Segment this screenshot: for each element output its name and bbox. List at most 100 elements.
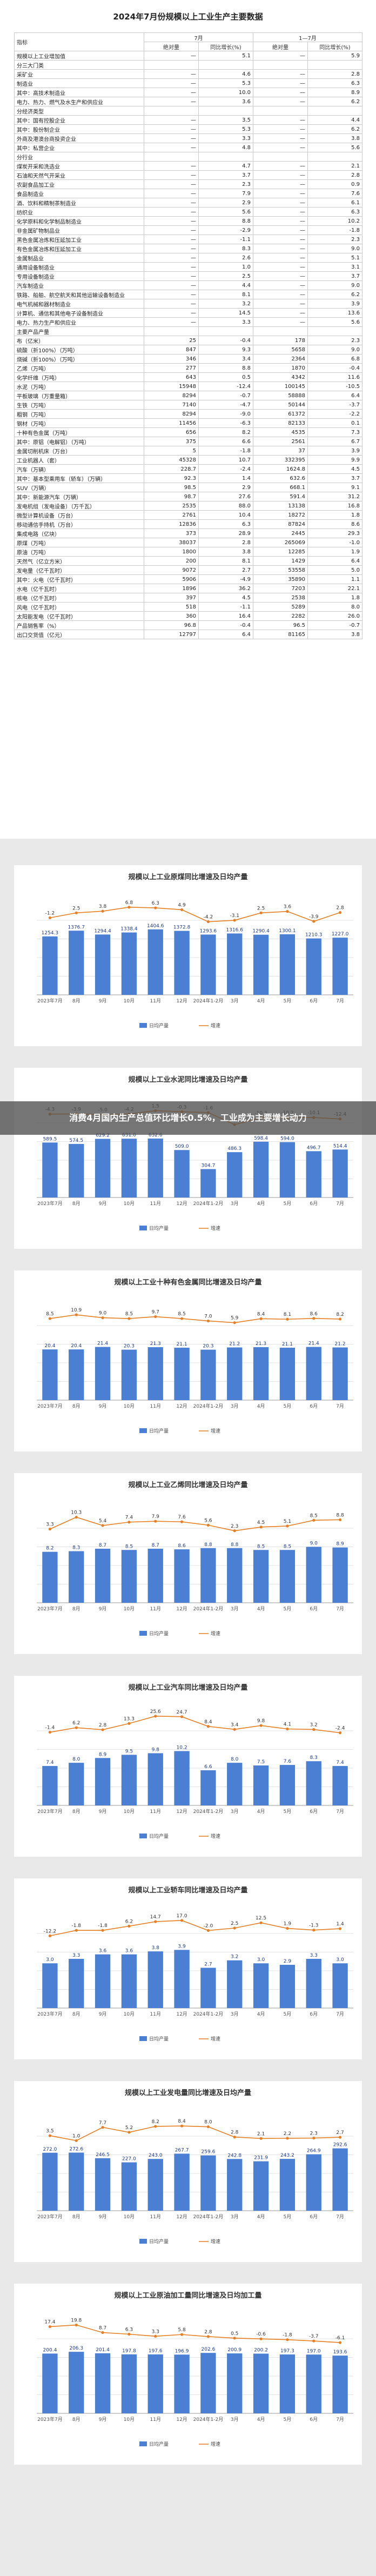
row-yoy-july: -12.4	[198, 382, 253, 391]
row-yoy-july: -9.0	[198, 409, 253, 419]
bar	[121, 1755, 137, 1805]
row-yoy-janjul: 2.8	[307, 69, 363, 79]
row-yoy-july: 3.2	[198, 299, 253, 309]
bar	[174, 1150, 190, 1197]
row-yoy-july: 4.4	[198, 280, 253, 290]
headline-banner[interactable]: 消费4月国内生产总值环比增长0.5%，工业成为主要增长动力	[0, 1101, 376, 1135]
row-abs-july: 98.5	[144, 483, 199, 492]
legend-line-label: 增速	[211, 1428, 220, 1434]
row-yoy-janjul: 10.2	[307, 216, 363, 226]
growth-line	[50, 1314, 340, 1323]
row-yoy-july: 10.0	[198, 88, 253, 97]
row-abs-janjul: —	[253, 88, 308, 97]
tick-label: 4月	[257, 2417, 265, 2423]
tick-label: 2024年1-2月	[193, 998, 224, 1004]
tick-label: 9月	[99, 998, 107, 1004]
bar-label: 1404.6	[147, 924, 164, 929]
row-abs-janjul: 61372	[253, 409, 308, 419]
tick-label: 12月	[176, 1403, 187, 1409]
growth-point	[154, 2334, 157, 2338]
growth-label: 5.1	[284, 1519, 291, 1524]
row-abs-july: 518	[144, 602, 199, 612]
growth-point	[127, 1722, 131, 1725]
headline-text[interactable]: 消费4月国内生产总值环比增长0.5%，工业成为主要增长动力	[69, 1113, 307, 1123]
growth-point	[206, 2335, 210, 2338]
bar-label: 496.7	[307, 1145, 321, 1150]
growth-label: 3.6	[284, 905, 292, 910]
growth-label: 2.5	[257, 906, 265, 911]
tick-label: 3月	[231, 2214, 239, 2220]
tick-label: 5月	[284, 2417, 292, 2423]
growth-label: 10.9	[71, 1308, 82, 1313]
bar-label: 200.4	[43, 2347, 57, 2353]
bar	[121, 1550, 137, 1603]
row-indicator: 硫酸（折100%）（万吨）	[14, 345, 144, 354]
bar-label: 7.4	[46, 1760, 54, 1765]
row-yoy-july: 3.6	[198, 97, 253, 106]
row-indicator: 原煤（万吨）	[14, 538, 144, 547]
row-abs-janjul: 35890	[253, 574, 308, 584]
bar	[121, 2162, 137, 2211]
legend-bar-label: 日均产量	[149, 2238, 169, 2245]
bar	[147, 1548, 163, 1603]
growth-label: 2.2	[284, 2131, 291, 2137]
legend-line-label: 增速	[211, 1022, 220, 1029]
growth-point	[180, 1317, 184, 1320]
tick-label: 10月	[124, 1403, 135, 1409]
bar	[306, 1151, 321, 1197]
row-abs-july: 96.8	[144, 620, 199, 630]
growth-point	[259, 1525, 263, 1529]
row-abs-janjul	[253, 152, 308, 162]
table-row: 纺织业 —5.6—6.3	[14, 207, 363, 217]
bar-label: 200.2	[254, 2347, 268, 2353]
growth-point	[312, 2339, 315, 2343]
row-abs-july: —	[144, 161, 199, 171]
tick-label: 9月	[99, 2214, 107, 2220]
row-indicator: 十种有色金属（万吨）	[14, 427, 144, 437]
tick-label: 8月	[72, 1809, 80, 1815]
bar-label: 514.4	[333, 1143, 347, 1149]
row-yoy-janjul: 1.8	[307, 593, 363, 603]
bar-label: 8.2	[46, 1546, 53, 1551]
bar	[95, 1758, 111, 1805]
bar	[42, 1766, 58, 1805]
growth-label: 7.7	[99, 2120, 106, 2126]
row-abs-july: 373	[144, 528, 199, 538]
bar-label: 9.5	[125, 1749, 133, 1754]
row-yoy-july: 3.5	[198, 115, 253, 125]
row-indicator: 计算机、通信和其他电子设备制造业	[14, 308, 144, 318]
bar	[121, 1954, 137, 2008]
tick-label: 2024年1-2月	[193, 2416, 224, 2423]
row-indicator: 专用设备制造业	[14, 271, 144, 281]
legend-bar-swatch	[139, 1834, 147, 1838]
bar-label: 2.7	[204, 1962, 212, 1967]
bar-label: 7.5	[257, 1759, 265, 1765]
row-yoy-july	[198, 152, 253, 162]
row-abs-janjul: 1870	[253, 363, 308, 373]
row-abs-janjul: 37	[253, 446, 308, 456]
growth-line	[50, 907, 340, 922]
bar	[253, 2353, 269, 2413]
table-row: 电力、热力、燃气及水生产和供应业 —3.6—6.2	[14, 97, 363, 106]
growth-label: 2.8	[99, 1723, 107, 1728]
row-abs-janjul: 7203	[253, 584, 308, 593]
bar-label: 196.9	[175, 2348, 189, 2354]
row-abs-janjul: —	[253, 143, 308, 152]
chart-power: 规模以上工业发电量同比增速及日均产量 272.0 2023年7月 272.6 8月 246…	[37, 2089, 353, 2245]
row-indicator: 石油和天然气开采业	[14, 170, 144, 180]
row-indicator: 外商及港澳台商投资企业	[14, 133, 144, 143]
chart-title: 规模以上工业十种有色金属同比增速及日均产量	[114, 1278, 261, 1287]
growth-point	[101, 1728, 104, 1731]
growth-label: 2.8	[336, 906, 344, 911]
growth-label: 8.4	[178, 2119, 186, 2124]
growth-label: -1.4	[45, 1725, 55, 1731]
table-row: 出口交货值（亿元） 12797 6.4 81165 3.8	[14, 630, 363, 639]
growth-point	[233, 2136, 236, 2139]
table-row: 钢材（万吨） 11456 -6.3 82133 0.1	[14, 418, 363, 428]
table-row: 计算机、通信和其他电子设备制造业 —14.5—13.6	[14, 308, 363, 318]
row-indicator: 其中：高技术制造业	[14, 88, 144, 97]
legend-bar-swatch	[139, 1226, 147, 1230]
bar	[306, 2354, 321, 2413]
tick-label: 11月	[150, 1809, 161, 1815]
growth-label: 8.7	[99, 2325, 106, 2331]
